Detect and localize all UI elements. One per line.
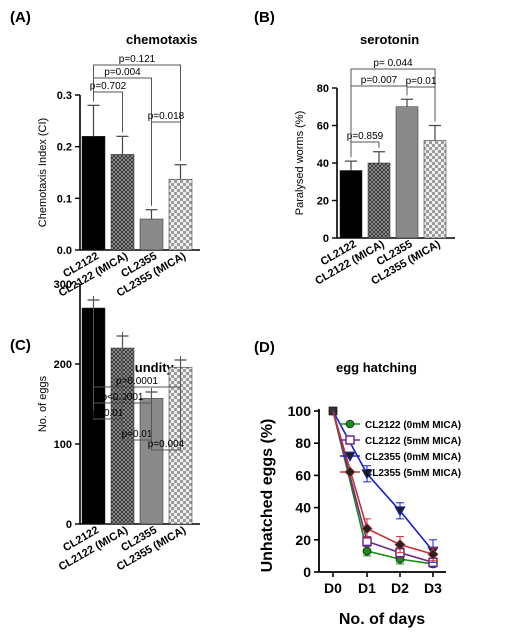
y-tick-label: 0.1 (57, 193, 72, 205)
y-tick-label: 100 (54, 439, 72, 451)
significance-bracket (406, 86, 436, 122)
y-tick-label: 0 (303, 564, 311, 580)
y-tick-label: 80 (317, 83, 329, 95)
y-tick-label: 0 (323, 233, 329, 245)
p-value-label: p=0.004 (148, 439, 185, 450)
y-tick-label: 20 (317, 196, 329, 208)
y-axis-label: Paralysed worms (%) (294, 111, 306, 216)
y-tick-label: 40 (295, 500, 311, 516)
legend-label: CL2122 (5mM MICA) (365, 436, 461, 447)
x-tick-label: D0 (324, 580, 342, 596)
legend-label: CL2355 (0mM MICA) (365, 452, 461, 463)
y-tick-label: 40 (317, 158, 329, 170)
p-value-label: p=0.01 (406, 76, 437, 87)
p-value-label: p=0.007 (361, 75, 398, 86)
p-value-label: p=0.01 (122, 429, 153, 440)
significance-bracket (151, 121, 181, 206)
marker-diamond (344, 466, 356, 478)
x-axis-label: No. of days (339, 611, 425, 628)
legend: CL2122 (0mM MICA) CL2122 (5mM MICA) CL2355… (340, 419, 461, 479)
p-value-label: p=0.018 (148, 111, 185, 122)
legend-label: CL2122 (0mM MICA) (365, 420, 461, 431)
y-axis-label: Chemotaxis Index (CI) (37, 118, 49, 227)
bar-cl2122-mica (367, 162, 391, 239)
bar-cl2122 (81, 136, 106, 251)
series-cl2355-0mm-mica (332, 410, 439, 563)
y-tick-label: 0.3 (57, 90, 72, 102)
y-tick-label: 80 (295, 435, 311, 451)
x-tick-label: D1 (358, 580, 376, 596)
y-tick-label: 60 (295, 467, 311, 483)
y-tick-label: 0.0 (57, 245, 72, 257)
chart-title: egg hatching (336, 360, 417, 375)
y-tick-label: 0.2 (57, 142, 72, 154)
bar-cl2355-mica (423, 140, 447, 239)
bar-cl2122-mica (110, 154, 135, 251)
panel-label: (D) (254, 339, 275, 356)
series-cl2122-5mm-mica (332, 410, 438, 568)
significance-bracket (350, 141, 380, 158)
marker-triangle (344, 451, 356, 462)
marker-circle (345, 419, 355, 429)
bar-cl2355-mica (168, 178, 193, 251)
bar-cl2122 (339, 170, 363, 239)
significance-bracket (93, 91, 123, 133)
p-value-label: p=0.859 (347, 131, 384, 142)
panel-label: (C) (10, 337, 31, 354)
bar-cl2355 (395, 106, 419, 239)
series-line (332, 410, 434, 565)
marker-circle (362, 546, 372, 556)
y-tick-label: 300 (54, 279, 72, 291)
series-cl2122-0mm-mica (328, 406, 438, 569)
y-tick-label: 20 (295, 532, 311, 548)
marker-triangle (361, 469, 373, 480)
x-tick-label: D3 (424, 580, 442, 596)
p-value-label: p=0.121 (119, 54, 156, 65)
series-line (332, 410, 434, 564)
p-value-label: p=0.0001 (116, 376, 158, 387)
legend-label: CL2355 (5mM MICA) (365, 468, 461, 479)
marker-diamond (394, 539, 406, 551)
y-tick-label: 200 (54, 359, 72, 371)
marker-diamond (427, 548, 439, 560)
marker-square (345, 435, 355, 445)
series-line (332, 410, 434, 552)
p-value-label: p=0.01 (93, 408, 124, 419)
chart-title: chemotaxis (126, 32, 198, 47)
p-value-label: p= 0.044 (373, 58, 413, 69)
y-tick-label: 100 (288, 403, 312, 419)
panel-label: (B) (254, 9, 275, 26)
p-value-label: p=0.004 (104, 67, 141, 78)
y-tick-label: 0 (66, 519, 72, 531)
chart-title: serotonin (360, 32, 419, 47)
x-tick-label: D2 (391, 580, 409, 596)
y-tick-label: 60 (317, 121, 329, 133)
chart-panel-d: (D) egg hatching 0 20 40 60 80 100 D0 D1 D2 D3 Unhat… (254, 339, 461, 628)
marker-triangle (394, 506, 406, 517)
y-axis-label: Unhatched eggs (%) (259, 419, 276, 573)
p-value-label: p=0.702 (90, 81, 127, 92)
significance-bracket (151, 356, 181, 451)
panel-label: (A) (10, 9, 31, 26)
chart-panel-a: (A) chemotaxis 0.0 0.1 0.2 0.3 Chemotaxis Inde… (10, 9, 200, 299)
chart-panel-b: (B) serotonin 0 20 40 60 80 Paralysed worms (%)… (254, 9, 455, 287)
marker-diamond (361, 522, 373, 535)
bar-cl2355 (139, 218, 164, 251)
y-axis-label: No. of eggs (37, 375, 49, 432)
